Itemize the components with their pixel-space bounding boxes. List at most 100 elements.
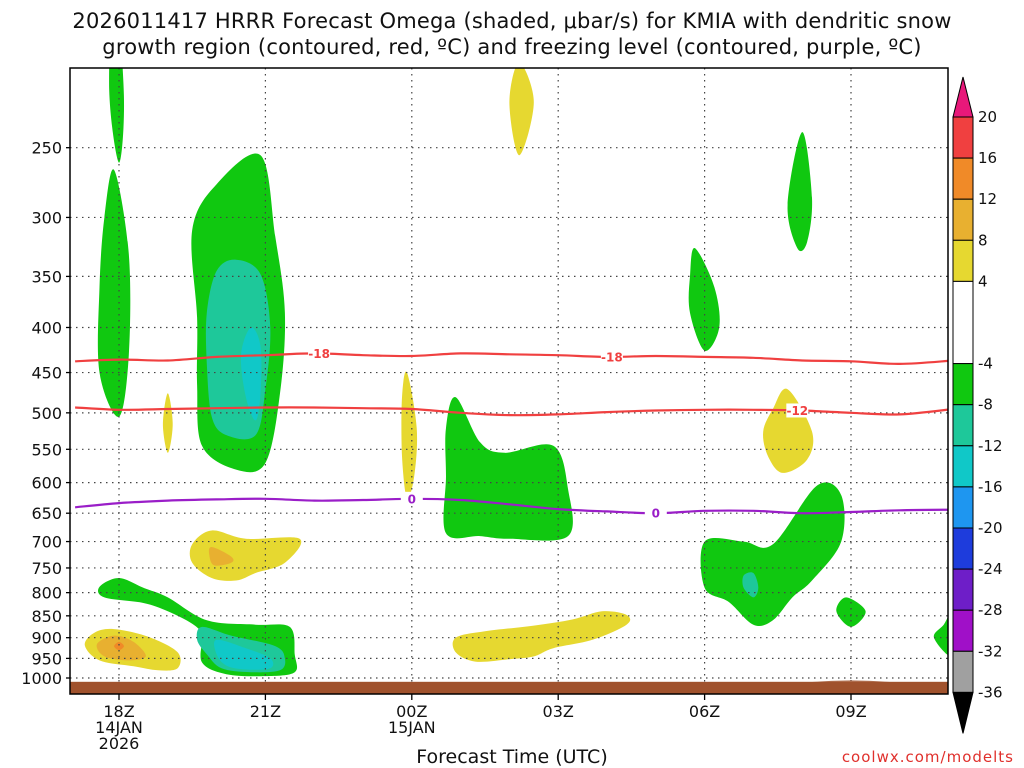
omega-region-4: [240, 327, 262, 421]
y-tick-label-550: 550: [31, 440, 62, 459]
terrain-bump-0: [811, 680, 891, 682]
gridlines: [70, 68, 948, 694]
isotherm-layer: -18 -18 -12 0 0: [74, 346, 948, 521]
credit-link[interactable]: coolwx.com/modelts: [841, 748, 1014, 766]
colorbar-tick-label--32: -32: [978, 642, 1003, 660]
colorbar-bin-7: [952, 445, 974, 488]
isotherm-label-bg: [308, 346, 331, 361]
omega-region-9: [742, 572, 759, 598]
colorbar-tick-label--12: -12: [978, 437, 1003, 455]
colorbar-tick-label--28: -28: [978, 601, 1003, 619]
omega-region-1: [97, 169, 131, 417]
colorbar-bin-11: [952, 609, 974, 652]
x-tick-label-3-0: 21Z: [250, 702, 281, 721]
omega-region-21: [162, 393, 173, 453]
colorbar-tick-label--20: -20: [978, 519, 1003, 537]
x-tick-label-0-2: 2026: [99, 734, 140, 753]
omega-region-14: [214, 639, 274, 670]
omega-region-16: [208, 546, 234, 566]
colorbar-bin-4: [952, 280, 974, 365]
x-axis-label: Forecast Time (UTC): [416, 746, 608, 768]
isotherm-label-bg: [600, 349, 623, 364]
chart-title-line-1: 2026011417 HRRR Forecast Omega (shaded, …: [72, 9, 952, 33]
y-tick-label-350: 350: [31, 267, 62, 286]
colorbar-tick-label--8: -8: [978, 396, 993, 414]
y-tick-label-300: 300: [31, 208, 62, 227]
omega-region-8: [700, 482, 845, 626]
y-tick-label-850: 850: [31, 607, 62, 626]
x-tick-label-15-0: 09Z: [835, 702, 866, 721]
omega-region-23: [763, 388, 814, 473]
omega-shading-layer: [84, 68, 948, 677]
isotherm-label-0-0: -18: [308, 347, 330, 361]
colorbar-bin-12: [952, 650, 974, 693]
chart-title-line-2: growth region (contoured, red, ºC) and f…: [102, 35, 922, 59]
y-tick-label-900: 900: [31, 629, 62, 648]
omega-region-15: [189, 530, 302, 581]
y-tick-label-700: 700: [31, 533, 62, 552]
isotherm-label-bg: [400, 491, 423, 506]
terrain-strip: [70, 681, 948, 694]
isotherm-label-2-1: 0: [652, 507, 660, 521]
isotherm-label-1-0: -12: [786, 404, 808, 418]
omega-region-20: [509, 68, 534, 156]
x-tick-label-9-0: 03Z: [543, 702, 574, 721]
colorbar-bin-8: [952, 486, 974, 529]
omega-region-11: [933, 616, 948, 656]
colorbar-tick-label--16: -16: [978, 478, 1003, 496]
isotherm-label-bg: [786, 403, 809, 418]
colorbar-bin-2: [952, 198, 974, 241]
isotherm-label-2-0: 0: [408, 492, 416, 506]
omega-region-0: [109, 68, 125, 163]
x-tick-label-0-1: 14JAN: [95, 718, 143, 737]
y-tick-label-400: 400: [31, 318, 62, 337]
y-tick-label-500: 500: [31, 404, 62, 423]
plot-frame: [69, 67, 949, 695]
y-tick-label-800: 800: [31, 584, 62, 603]
colorbar-bin-0: [952, 116, 974, 159]
y-tick-label-450: 450: [31, 364, 62, 383]
pressure-axis: 250 300 350 400 450 500 550 600 650 700 750 800 850 9…: [21, 139, 70, 688]
colorbar-tick-label--36: -36: [978, 683, 1003, 701]
y-tick-label-250: 250: [31, 139, 62, 158]
colorbar-bin-9: [952, 527, 974, 570]
y-tick-label-600: 600: [31, 474, 62, 493]
surface-terrain: [70, 680, 948, 694]
y-tick-label-650: 650: [31, 504, 62, 523]
colorbar-tick-label-20: 20: [978, 108, 997, 126]
omega-colorbar: 20 16 12 8 4 -4 -8 -12 -16 -20 -24 -28 -32 -36: [952, 76, 1003, 734]
x-tick-label-6-1: 15JAN: [388, 718, 436, 737]
colorbar-tick-label--24: -24: [978, 560, 1003, 578]
omega-region-6: [688, 247, 720, 351]
omega-region-22: [401, 371, 418, 499]
isotherm-label-bg: [644, 506, 667, 521]
colorbar-bin-5: [952, 363, 974, 406]
omega-region-5: [443, 397, 573, 541]
chart-title: 2026011417 HRRR Forecast Omega (shaded, …: [0, 8, 1024, 60]
colorbar-bin-1: [952, 157, 974, 200]
colorbar-bin-10: [952, 568, 974, 611]
omega-region-7: [787, 132, 813, 252]
colorbar-tick-label--4: -4: [978, 355, 993, 373]
colorbar-max-arrow: [952, 76, 974, 118]
colorbar-bin-6: [952, 404, 974, 447]
y-tick-label-750: 750: [31, 559, 62, 578]
colorbar-tick-label-4: 4: [978, 272, 988, 290]
x-tick-label-6-0: 00Z: [396, 702, 427, 721]
omega-region-10: [836, 597, 866, 627]
colorbar-tick-label-12: 12: [978, 190, 997, 208]
colorbar-min-arrow: [952, 691, 974, 734]
isotherm-line-0: [75, 352, 948, 366]
colorbar-tick-label-8: 8: [978, 231, 988, 249]
y-tick-label-950: 950: [31, 649, 62, 668]
isotherm-line-2: [74, 497, 948, 515]
colorbar-tick-label-16: 16: [978, 149, 997, 167]
omega-region-24: [452, 611, 631, 662]
omega-region-19: [114, 641, 124, 651]
x-tick-label-12-0: 06Z: [689, 702, 720, 721]
colorbar-bin-3: [952, 239, 974, 282]
x-tick-label-0-0: 18Z: [103, 702, 134, 721]
isotherm-label-0-1: -18: [601, 350, 623, 364]
